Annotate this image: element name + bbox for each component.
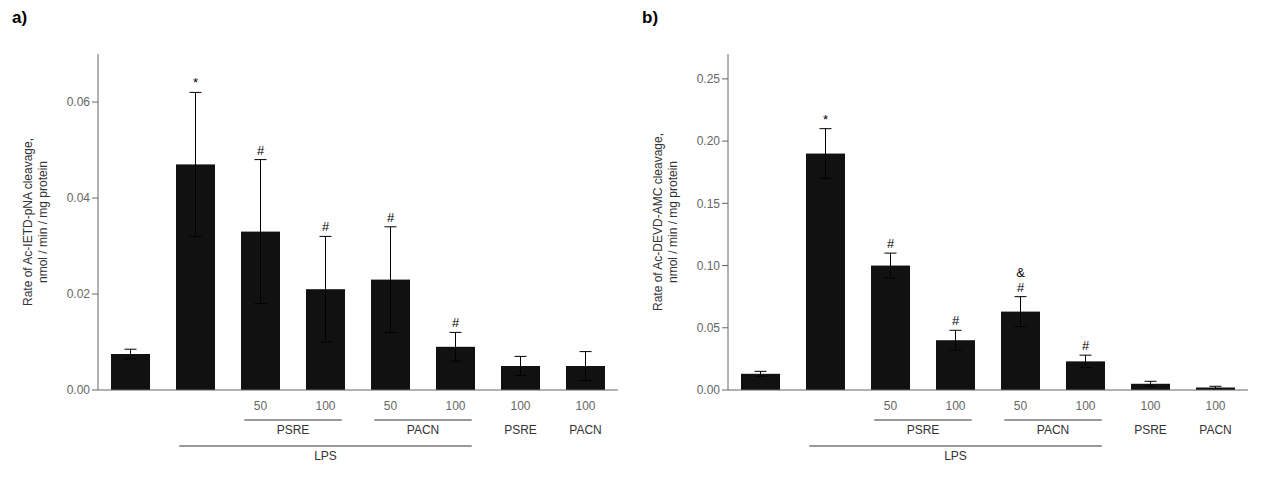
svg-text:0.20: 0.20 <box>697 134 721 148</box>
svg-text:#: # <box>257 143 265 158</box>
svg-text:PACN: PACN <box>407 423 439 437</box>
svg-text:LPS: LPS <box>314 449 337 463</box>
svg-text:100: 100 <box>510 399 530 413</box>
svg-text:#: # <box>1082 338 1090 353</box>
svg-text:PSRE: PSRE <box>504 423 537 437</box>
svg-text:#: # <box>952 313 960 328</box>
svg-text:50: 50 <box>254 399 268 413</box>
svg-text:0.00: 0.00 <box>67 383 91 397</box>
html-text:b): b) <box>642 8 658 27</box>
svg-text:#: # <box>452 315 460 330</box>
svg-text:*: * <box>823 112 828 127</box>
svg-text:100: 100 <box>945 399 965 413</box>
svg-text:0.10: 0.10 <box>697 259 721 273</box>
svg-text:#: # <box>1017 280 1025 295</box>
svg-text:PACN: PACN <box>1037 423 1069 437</box>
svg-text:Rate of Ac-IETD-pNA cleavage,n: Rate of Ac-IETD-pNA cleavage,nmol / min … <box>21 138 50 306</box>
svg-text:50: 50 <box>1014 399 1028 413</box>
svg-text:&: & <box>1016 265 1025 280</box>
svg-text:100: 100 <box>1205 399 1225 413</box>
svg-text:0.05: 0.05 <box>697 321 721 335</box>
svg-text:LPS: LPS <box>944 449 967 463</box>
svg-text:50: 50 <box>884 399 898 413</box>
svg-text:100: 100 <box>575 399 595 413</box>
svg-text:0.25: 0.25 <box>697 72 721 86</box>
svg-text:#: # <box>887 236 895 251</box>
svg-text:*: * <box>193 75 198 90</box>
svg-text:0.00: 0.00 <box>697 383 721 397</box>
svg-text:100: 100 <box>1140 399 1160 413</box>
svg-text:PSRE: PSRE <box>277 423 310 437</box>
svg-text:50: 50 <box>384 399 398 413</box>
svg-text:PACN: PACN <box>569 423 601 437</box>
svg-text:PSRE: PSRE <box>1134 423 1167 437</box>
svg-text:#: # <box>322 219 330 234</box>
svg-text:100: 100 <box>315 399 335 413</box>
svg-text:0.15: 0.15 <box>697 197 721 211</box>
svg-text:0.04: 0.04 <box>67 191 91 205</box>
svg-text:100: 100 <box>445 399 465 413</box>
svg-text:Rate of Ac-DEVD-AMC cleavage,n: Rate of Ac-DEVD-AMC cleavage,nmol / min … <box>651 133 680 311</box>
svg-text:PACN: PACN <box>1199 423 1231 437</box>
svg-text:0.06: 0.06 <box>67 95 91 109</box>
svg-text:0.02: 0.02 <box>67 287 91 301</box>
svg-text:100: 100 <box>1075 399 1095 413</box>
svg-text:#: # <box>387 210 395 225</box>
svg-text:PSRE: PSRE <box>907 423 940 437</box>
html-text:a): a) <box>12 8 28 27</box>
